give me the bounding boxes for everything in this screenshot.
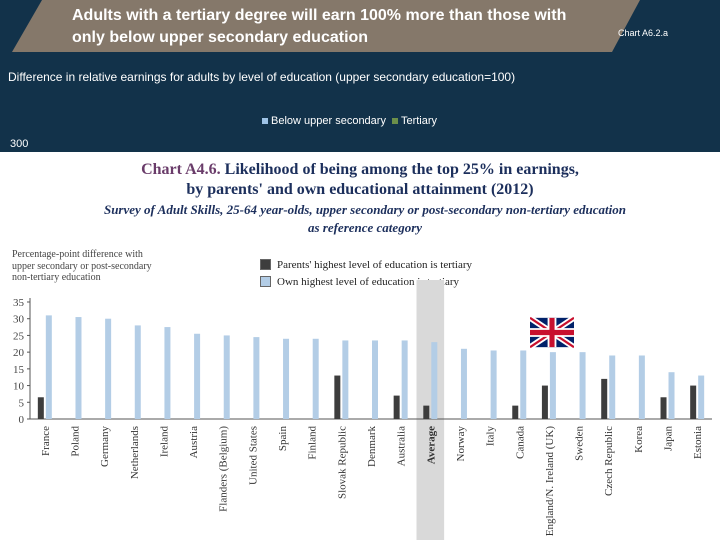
bar-own-17 xyxy=(549,352,556,419)
legend-item-tertiary: Tertiary xyxy=(391,115,438,127)
bar-own-0 xyxy=(45,315,52,419)
chart-tag: Chart A6.2.a xyxy=(618,28,669,38)
bar-own-3 xyxy=(134,325,141,419)
x-tick-label: Spain xyxy=(277,426,289,452)
x-tick-label: United States xyxy=(247,426,259,485)
bar-own-20 xyxy=(638,355,645,419)
chart-subtitle-line2: as reference category xyxy=(307,220,423,235)
x-tick-label: Poland xyxy=(69,426,81,457)
legend-swatch-own xyxy=(260,276,271,287)
x-tick-label: Netherlands xyxy=(129,426,141,479)
title-banner xyxy=(12,0,640,52)
bar-own-13 xyxy=(431,342,438,419)
x-tick-label: Australia xyxy=(396,426,408,466)
legend-label-own: Own highest level of education is tertia… xyxy=(277,275,460,288)
legend-item-parents: Parents' highest level of education is t… xyxy=(260,256,472,273)
x-tick-label: Slovak Republic xyxy=(336,426,348,499)
x-tick-label: England/N. Ireland (UK) xyxy=(544,426,556,537)
x-tick-label: Norway xyxy=(455,426,467,462)
bar-own-16 xyxy=(520,350,527,419)
legend-swatch xyxy=(262,118,268,125)
chart-subtitle-line1: Survey of Adult Skills, 25-64 year-olds,… xyxy=(103,202,627,217)
x-tick-label: Estonia xyxy=(692,426,704,459)
background-y-tick: 300 xyxy=(10,138,29,150)
chart-title-line1: Likelihood of being among the top 25% in… xyxy=(224,161,579,178)
bar-own-9 xyxy=(312,338,319,419)
x-tick-label: Canada xyxy=(514,426,526,459)
slide-title: Adults with a tertiary degree will earn … xyxy=(72,7,567,46)
bar-parents-12 xyxy=(393,395,400,419)
background-legend: Below upper secondary Tertiary xyxy=(262,115,437,127)
bar-own-7 xyxy=(253,337,260,419)
legend-label: Below upper secondary xyxy=(271,115,386,127)
bar-own-6 xyxy=(223,335,230,419)
bar-parents-22 xyxy=(690,385,697,419)
legend-item-own: Own highest level of education is tertia… xyxy=(260,273,472,290)
x-tick-label: Japan xyxy=(663,426,675,452)
bar-own-14 xyxy=(460,348,467,419)
bar-own-15 xyxy=(490,350,497,419)
legend-swatch xyxy=(391,118,398,125)
legend-item-below-upper-secondary: Below upper secondary xyxy=(262,115,386,127)
y-tick-label: 15 xyxy=(13,364,25,376)
legend-swatch-parents xyxy=(260,259,271,270)
bar-own-5 xyxy=(194,333,201,419)
x-tick-label: Average xyxy=(425,426,437,464)
chart-subtitle: Survey of Adult Skills, 25-64 year-olds,… xyxy=(50,201,680,237)
highlight-band xyxy=(416,280,445,540)
bar-own-4 xyxy=(164,327,171,419)
chart-title: Chart A4.6. Likelihood of being among th… xyxy=(0,160,720,200)
y-tick-label: 20 xyxy=(13,347,25,359)
y-axis-label: Percentage-point difference with upper s… xyxy=(12,249,152,283)
legend-label: Tertiary xyxy=(400,115,438,127)
y-tick-label: 5 xyxy=(19,397,25,409)
chart-card xyxy=(0,152,720,540)
slide-subtitle: Difference in relative earnings for adul… xyxy=(8,70,516,84)
y-tick-label: 10 xyxy=(13,381,25,393)
bar-parents-16 xyxy=(512,405,519,419)
bar-own-19 xyxy=(609,355,616,419)
y-tick-label: 0 xyxy=(19,414,25,426)
chart-number: Chart A4.6. xyxy=(141,161,221,178)
uk-flag-icon xyxy=(530,315,574,350)
x-tick-label: Korea xyxy=(633,426,645,453)
x-tick-label: Austria xyxy=(188,426,200,459)
y-tick-label: 35 xyxy=(13,297,25,309)
bar-own-10 xyxy=(342,340,349,419)
bar-parents-13 xyxy=(423,405,430,419)
x-tick-label: Italy xyxy=(485,426,497,447)
bar-own-18 xyxy=(579,352,586,419)
bar-parents-19 xyxy=(601,378,608,419)
x-tick-label: Denmark xyxy=(366,426,378,467)
legend-label-parents: Parents' highest level of education is t… xyxy=(277,258,473,271)
x-tick-label: France xyxy=(40,426,52,456)
chart-legend: Parents' highest level of education is t… xyxy=(260,256,472,290)
chart-title-line2: by parents' and own educational attainme… xyxy=(186,181,534,198)
bar-own-2 xyxy=(105,318,112,419)
bar-parents-0 xyxy=(37,397,44,419)
bar-own-22 xyxy=(698,375,705,419)
bar-own-12 xyxy=(401,340,408,419)
bar-parents-21 xyxy=(660,397,667,419)
y-tick-label: 30 xyxy=(13,314,25,326)
bar-parents-17 xyxy=(541,385,548,419)
x-tick-label: Germany xyxy=(99,426,111,467)
bar-own-21 xyxy=(668,372,675,419)
y-tick-label: 25 xyxy=(13,330,25,342)
bar-own-11 xyxy=(372,340,378,419)
x-tick-label: Czech Republic xyxy=(603,426,615,496)
x-tick-label: Finland xyxy=(307,426,319,460)
bar-parents-10 xyxy=(334,375,341,419)
bar-own-1 xyxy=(75,317,82,419)
bar-own-8 xyxy=(283,338,290,419)
x-tick-label: Ireland xyxy=(158,426,170,458)
x-tick-label: Flanders (Belgium) xyxy=(218,426,230,512)
x-tick-label: Sweden xyxy=(574,426,586,461)
